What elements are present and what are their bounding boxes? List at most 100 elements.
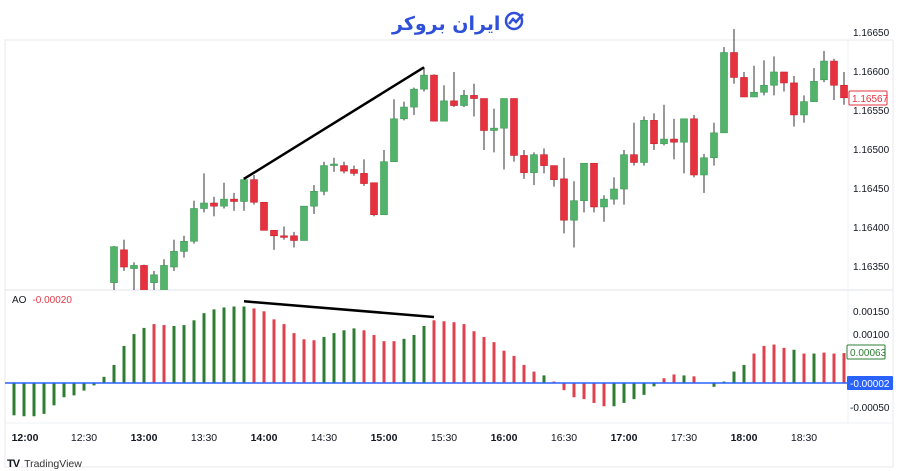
ao-bar [712, 383, 716, 387]
candle-body [460, 95, 468, 106]
time-tick: 14:00 [251, 432, 278, 444]
ao-bar [252, 308, 256, 383]
candle-body [700, 157, 708, 176]
ao-bar [92, 383, 96, 386]
ao-bar [512, 355, 516, 383]
candle [760, 60, 768, 96]
ao-bar [282, 324, 286, 383]
candle-body [840, 84, 848, 99]
candle-body [660, 138, 668, 145]
candle-body [320, 165, 328, 192]
candle-body [390, 118, 398, 163]
candle [670, 118, 678, 160]
candle-body [820, 60, 828, 81]
candle [460, 89, 468, 108]
candle [530, 152, 538, 186]
candle-body [130, 265, 138, 269]
time-tick: 17:00 [611, 432, 638, 444]
candle-body [270, 230, 278, 237]
candle [770, 56, 778, 96]
ao-bar [72, 383, 76, 396]
last-price-badge [848, 90, 888, 106]
candle-body [650, 120, 658, 145]
candle [250, 174, 258, 205]
candle-body [640, 120, 648, 163]
ao-trendline[interactable] [243, 300, 435, 319]
candle-body [200, 202, 208, 209]
candle [430, 74, 438, 122]
ao-bar [602, 383, 606, 407]
ao-tick: 0.00100 [853, 330, 890, 341]
candle-body [120, 249, 128, 268]
price-tick: 1.16500 [853, 145, 890, 156]
ao-bar [592, 383, 596, 403]
ao-bar [32, 383, 36, 417]
ao-bar [762, 345, 766, 383]
candle [730, 29, 738, 84]
ao-bar [742, 364, 746, 383]
candle-body [630, 154, 638, 163]
candle [630, 122, 638, 166]
candle-body [110, 246, 118, 283]
time-tick: 12:30 [71, 432, 97, 444]
ao-bar [682, 375, 686, 383]
price-trendline[interactable] [243, 66, 425, 180]
candle [840, 72, 848, 105]
ao-bar [82, 383, 86, 391]
candle-body [250, 179, 258, 203]
ao-tick: -0.00050 [850, 403, 890, 414]
price-tick: 1.16350 [853, 262, 890, 273]
candle-body [370, 182, 378, 216]
candle [560, 157, 568, 234]
time-tick: 18:30 [791, 432, 817, 444]
candle [720, 47, 728, 134]
candle-body [750, 91, 758, 98]
candle [340, 161, 348, 174]
ao-bar [772, 344, 776, 383]
tradingview-branding[interactable]: TV TradingView [7, 458, 82, 470]
candle [480, 98, 488, 150]
candle [170, 239, 178, 271]
candle [470, 83, 478, 117]
candle [660, 104, 668, 146]
chart-frame [4, 39, 894, 468]
ao-bar [642, 383, 646, 395]
candle [190, 200, 198, 244]
candle-body [410, 88, 418, 108]
ao-bar [132, 334, 136, 383]
candle-body [540, 154, 548, 166]
ao-legend[interactable]: AO -0.00020 [12, 295, 72, 306]
candle-body [590, 162, 598, 208]
ao-bar [182, 325, 186, 383]
time-tick: 12:00 [12, 432, 39, 444]
ao-axis[interactable]: 0.00150 0.00100 -0.00050 [850, 307, 890, 414]
candle-body [450, 100, 458, 106]
ao-bar [312, 340, 316, 383]
candle [580, 162, 588, 213]
candle-body [430, 74, 438, 122]
ao-bar [612, 383, 616, 407]
candle [320, 161, 328, 196]
price-axis[interactable]: 1.16650 1.16600 1.16550 1.16500 1.16450 … [853, 28, 890, 273]
ao-bar [142, 327, 146, 383]
candle-body [690, 118, 698, 176]
candle [740, 72, 748, 98]
ao-bar [262, 311, 266, 383]
time-axis[interactable]: 12:00 12:30 13:00 13:30 14:00 14:30 15:0… [12, 432, 818, 444]
candle-body [290, 235, 298, 241]
price-tick: 1.16450 [853, 184, 890, 195]
ao-bar [752, 353, 756, 383]
ao-bar [322, 336, 326, 383]
ao-bar [392, 341, 396, 383]
last-price-label: 1.16567 [852, 94, 889, 105]
candle [750, 65, 758, 98]
candle-body [550, 165, 558, 180]
candle [700, 153, 708, 193]
candle [360, 159, 368, 186]
time-tick: 13:30 [191, 432, 217, 444]
ao-bar [572, 383, 576, 398]
tradingview-brand-text: TradingView [24, 458, 82, 470]
candle [640, 116, 648, 166]
candle [400, 101, 408, 121]
